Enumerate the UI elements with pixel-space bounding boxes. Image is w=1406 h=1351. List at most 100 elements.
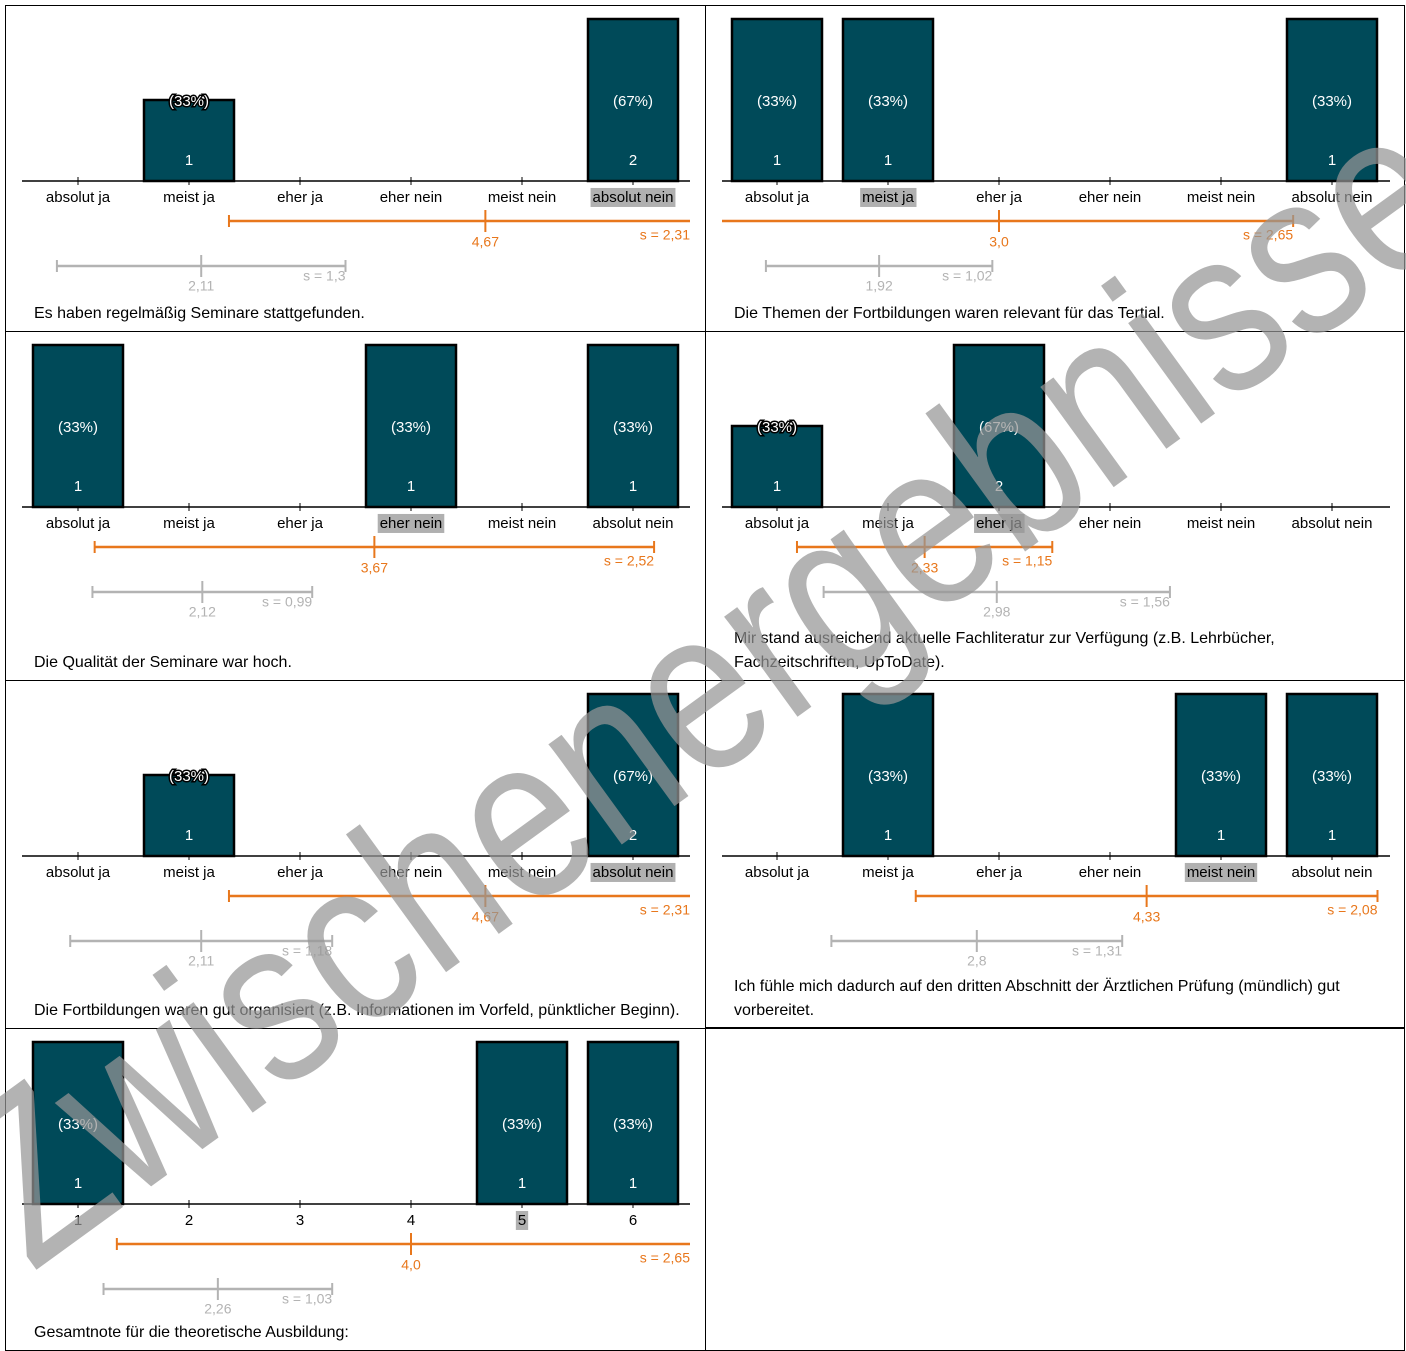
count-label: 1: [185, 827, 193, 844]
percent-label: (33%): [613, 419, 653, 436]
bar: [142, 98, 236, 183]
chart: absolut ja 1 (33%) meist ja eher ja eher nein…: [22, 692, 690, 969]
category-highlight: [1184, 862, 1258, 882]
bar: [586, 1040, 680, 1206]
category-label: absolut ja: [46, 864, 111, 881]
count-label: 1: [74, 1175, 82, 1192]
mean-sd-label: s = 1,15: [1002, 553, 1052, 569]
chart: 1 (33%) absolut ja 1 (33%) meist ja eher ja ehe…: [722, 17, 1390, 294]
mean-mean-label: 4,33: [1133, 909, 1160, 925]
mean-mean-label: 2,33: [911, 560, 938, 576]
count-label: 2: [995, 478, 1003, 495]
mean-group: [722, 210, 1295, 232]
count-label: 2: [629, 827, 637, 844]
comparison-sd-label: s = 1,56: [1120, 594, 1170, 610]
category-label: absolut ja: [745, 189, 810, 206]
mean-mean-label: 3,0: [989, 234, 1009, 250]
category-highlight: [377, 513, 445, 533]
item-caption: Gesamtnote für die theoretische Ausbildu…: [34, 1324, 349, 1341]
chart-panel: absolut ja 1 (33%) meist ja eher ja eher nein…: [705, 680, 1405, 1029]
chart-panel: absolut ja 1 (33%) meist ja eher ja eher nein…: [5, 5, 706, 332]
category-label: meist ja: [163, 864, 215, 881]
category-label: meist ja: [163, 515, 215, 532]
percent-label: (67%): [613, 768, 653, 785]
comparison-sd-label: s = 1,03: [282, 1291, 332, 1307]
item-caption: Ich fühle mich dadurch auf den dritten A…: [734, 978, 1340, 1019]
category-label: 3: [296, 1212, 304, 1229]
comparison-sd-label: s = 0,99: [262, 594, 312, 610]
comparison-sd-label: s = 1,31: [1072, 943, 1122, 959]
category-label: absolut ja: [46, 189, 111, 206]
category-highlight: [590, 862, 676, 882]
bar: [1174, 692, 1268, 858]
comparison-sd-label: s = 1,02: [942, 268, 992, 284]
category-label: 4: [407, 1212, 415, 1229]
mean-group: [115, 1233, 690, 1255]
count-label: 1: [884, 827, 892, 844]
category-highlight: [590, 187, 676, 207]
category-label: absolut ja: [745, 864, 810, 881]
category-label: eher ja: [277, 189, 324, 206]
percent-label: (33%): [868, 768, 908, 785]
comparison-mean-label: 2,12: [189, 604, 216, 620]
bar: [142, 773, 236, 858]
category-label: meist nein: [1187, 515, 1255, 532]
comparison-mean-label: 2,98: [983, 604, 1010, 620]
category-label: eher ja: [976, 515, 1023, 532]
comparison-group: [69, 930, 334, 952]
percent-label: (33%): [613, 1116, 653, 1133]
percent-label: (33%): [391, 419, 431, 436]
bar: [586, 343, 680, 509]
bar: [1285, 692, 1379, 858]
category-highlight: [974, 513, 1025, 533]
percent-label: (33%): [502, 1116, 542, 1133]
count-label: 1: [629, 478, 637, 495]
mean-group: [914, 885, 1379, 907]
category-label: absolut nein: [593, 864, 674, 881]
mean-sd-label: s = 2,65: [1243, 227, 1293, 243]
chart: 1 (33%) 1 2 3 4 1 (33%) 5 1 (33%) 6 4,0 s = 2,65 2,26 s…: [22, 1040, 690, 1317]
chart: absolut ja 1 (33%) meist ja eher ja eher nein…: [722, 692, 1390, 969]
percent-label: (33%): [868, 93, 908, 110]
bar: [586, 692, 680, 858]
chart-panel: 1 (33%) absolut ja meist ja eher ja 1 (33%) ehe…: [5, 331, 706, 681]
chart: absolut ja 1 (33%) meist ja eher ja eher nein…: [22, 17, 690, 294]
category-label: absolut ja: [46, 515, 111, 532]
category-label: meist nein: [1187, 189, 1255, 206]
count-label: 1: [629, 1175, 637, 1192]
bar: [730, 424, 824, 509]
category-label: eher ja: [976, 189, 1023, 206]
chart-panel: 1 (33%) absolut ja 1 (33%) meist ja eher ja ehe…: [705, 5, 1405, 332]
bar: [586, 17, 680, 183]
percent-label: (33%): [1312, 93, 1352, 110]
mean-mean-label: 4,67: [472, 234, 499, 250]
bar: [730, 17, 824, 183]
percent-label: (33%): [169, 768, 209, 785]
percent-label: (33%): [58, 1116, 98, 1133]
category-label: meist ja: [862, 189, 914, 206]
category-label: eher nein: [1079, 515, 1142, 532]
count-label: 1: [773, 478, 781, 495]
percent-label: (33%): [169, 93, 209, 110]
count-label: 1: [1217, 827, 1225, 844]
category-label: meist nein: [488, 189, 556, 206]
comparison-group: [55, 255, 347, 277]
comparison-mean-label: 2,8: [967, 953, 987, 969]
count-label: 2: [629, 152, 637, 169]
mean-sd-label: s = 2,31: [640, 227, 690, 243]
count-label: 1: [1328, 152, 1336, 169]
count-label: 1: [518, 1175, 526, 1192]
comparison-group: [102, 1278, 334, 1300]
category-label: meist nein: [488, 864, 556, 881]
chart: 1 (33%) absolut ja meist ja 2 (67%) eher ja ehe…: [722, 343, 1390, 620]
category-label: eher nein: [380, 515, 443, 532]
mean-group: [227, 210, 690, 232]
item-caption: Die Themen der Fortbildungen waren relev…: [734, 305, 1165, 322]
mean-sd-label: s = 2,52: [604, 553, 654, 569]
category-highlight: [860, 187, 917, 207]
count-label: 1: [1328, 827, 1336, 844]
category-label: eher ja: [976, 864, 1023, 881]
category-label: meist ja: [862, 515, 914, 532]
comparison-group: [764, 255, 994, 277]
category-label: eher ja: [277, 864, 324, 881]
